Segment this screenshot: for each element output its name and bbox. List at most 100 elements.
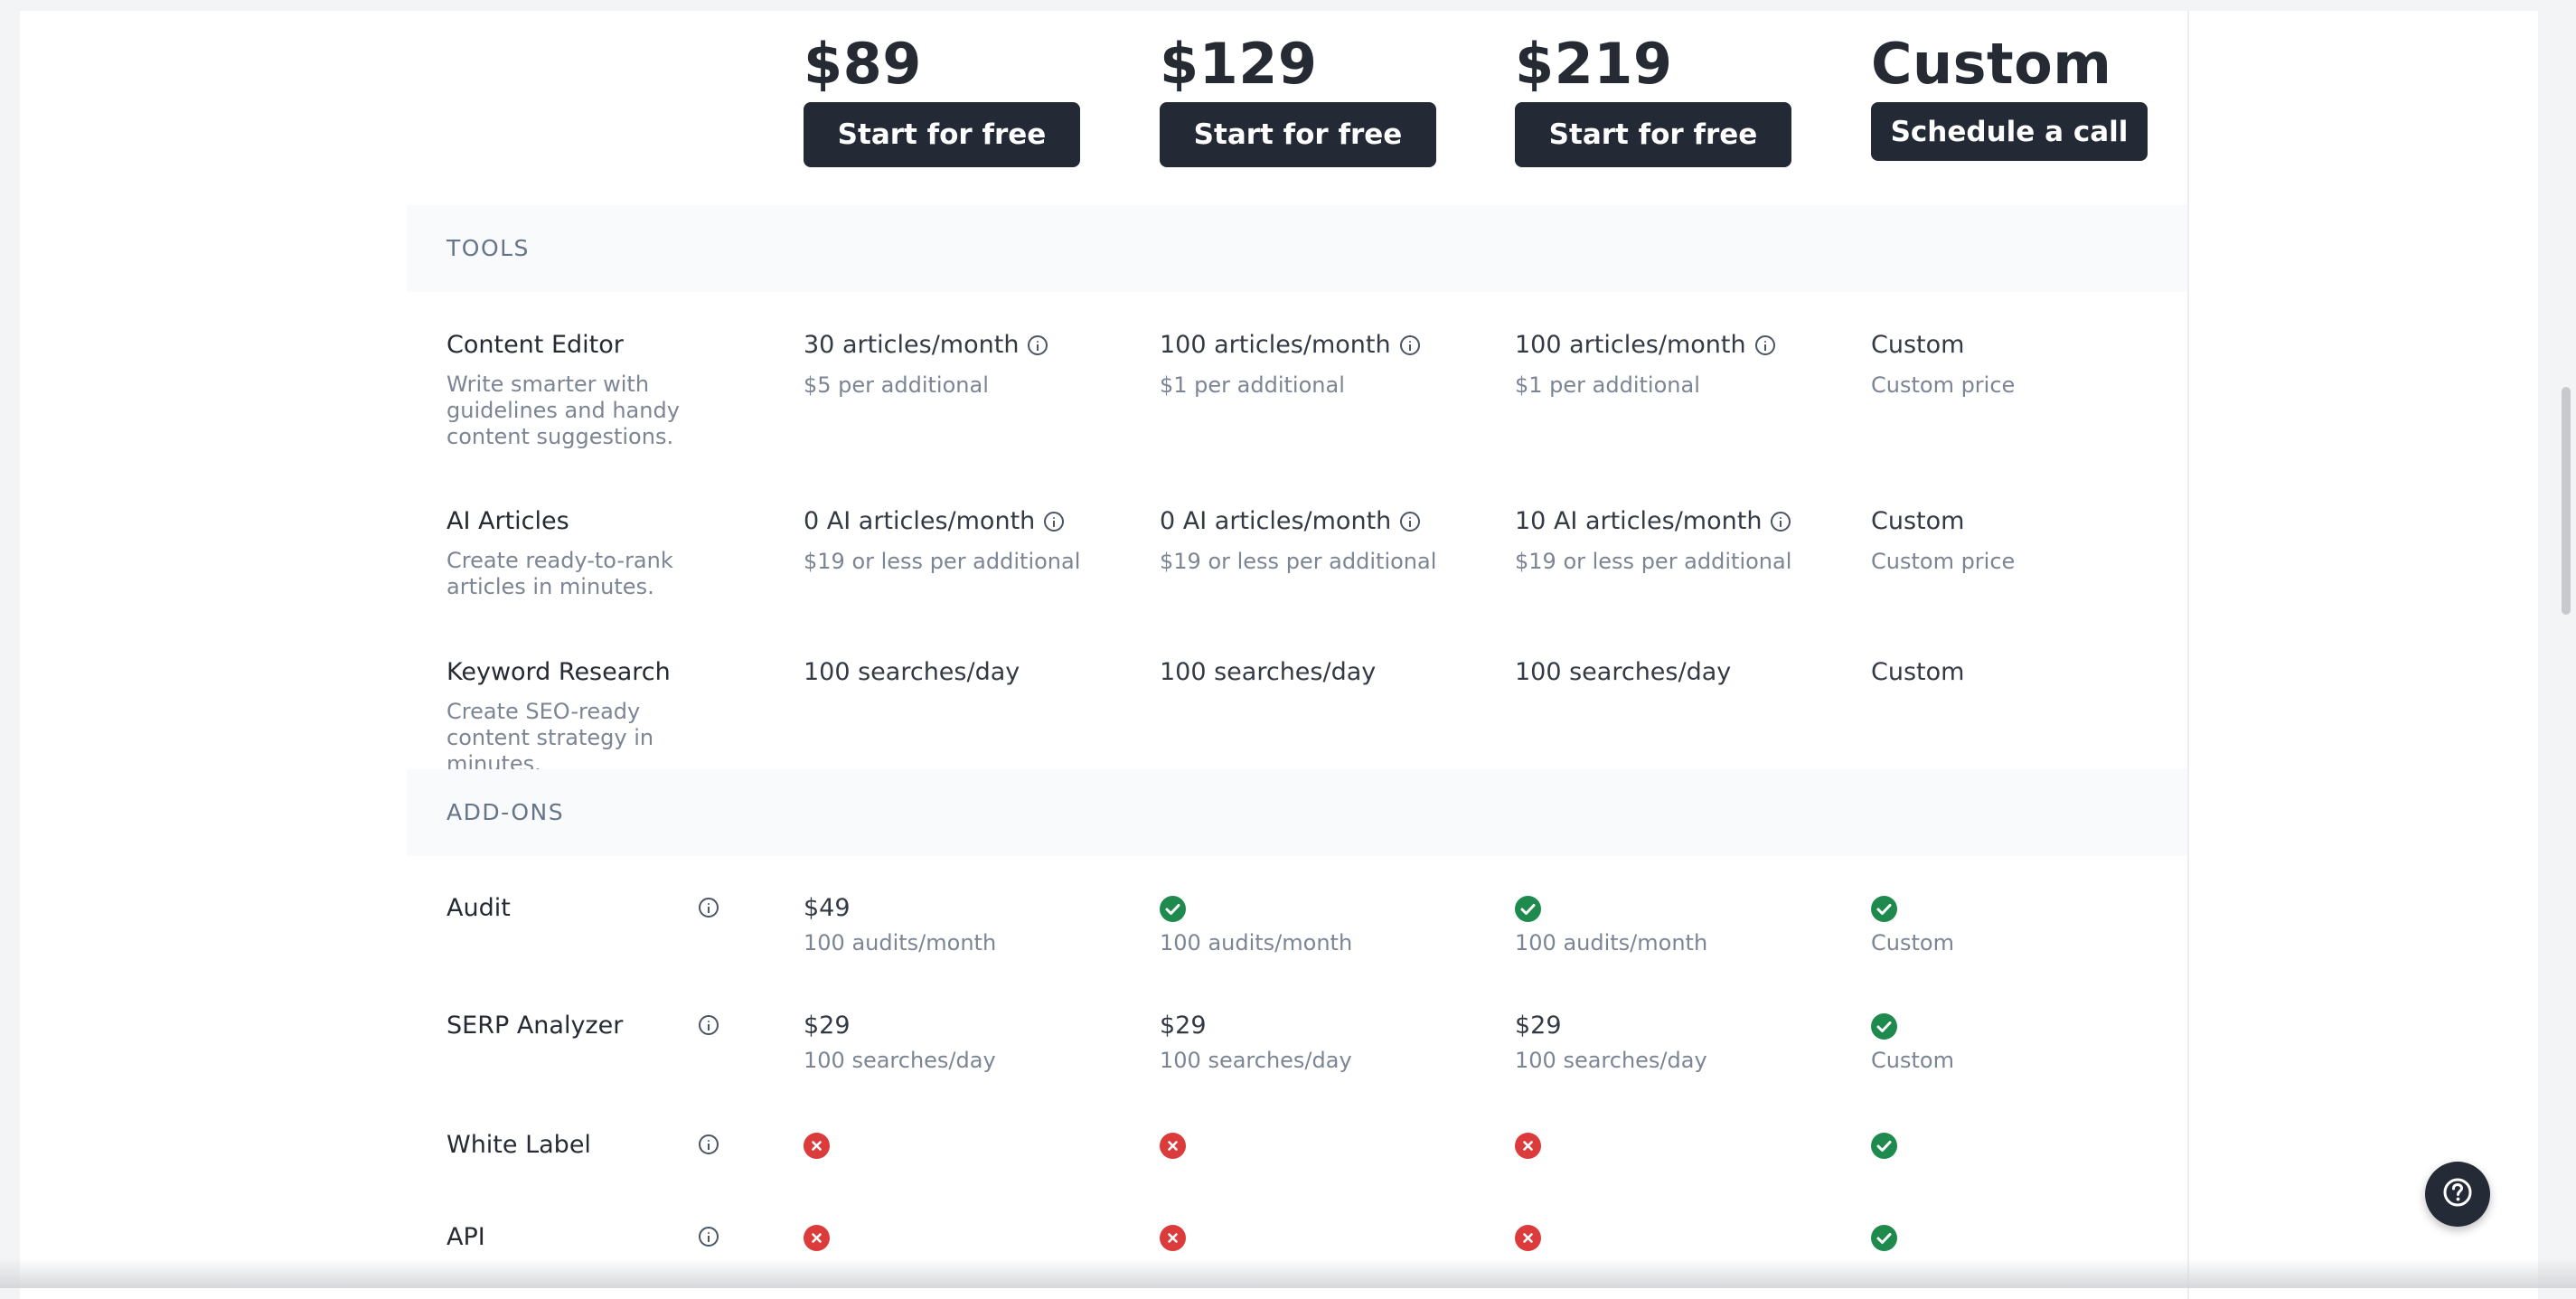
feature-description: Write smarter with guidelines and handy … [447,372,680,449]
addon-price: $49 [804,894,851,922]
plan-price: $219 [1515,31,1673,97]
plan-cell-value: 10 AI articles/month [1515,507,1791,535]
cell-subtext: Custom [1871,930,1954,955]
plan-cell-value: 0 AI articles/month [804,507,1065,535]
cell-value-text: 30 articles/month [804,331,1020,359]
info-icon[interactable] [699,1015,719,1035]
addon-price: $29 [1160,1012,1207,1040]
x-circle-icon [1515,1225,1541,1251]
cell-subtext: 100 searches/day [804,1048,996,1073]
section-title: ADD-ONS [447,799,565,825]
info-icon[interactable] [1400,511,1421,532]
addon-name: API [447,1223,485,1251]
check-circle-icon [1160,896,1186,922]
addon-row-serp-analyzer: SERP Analyzer $29 100 searches/day $29 1… [407,974,2187,1091]
pricing-comparison-table: $89 Start for free $129 Start for free $… [407,11,2189,1299]
feature-name: Content Editor [447,331,624,359]
cell-value-text: 10 AI articles/month [1515,507,1763,535]
cell-value-text: 100 articles/month [1160,331,1391,359]
cell-subtext: Custom price [1871,549,2016,574]
plan-header-row: $89 Start for free $129 Start for free $… [407,11,2187,205]
plan-cell-value: 30 articles/month [804,331,1048,359]
info-icon[interactable] [1028,334,1048,355]
plan-cell-value: 100 articles/month [1160,331,1420,359]
plan-cell-value: Custom [1871,658,1965,686]
check-circle-icon [1871,1133,1897,1159]
cell-subtext: $1 per additional [1160,372,1345,398]
plan-cell-value: 100 articles/month [1515,331,1775,359]
plan-price: $129 [1160,31,1318,97]
check-circle-icon [1515,896,1541,922]
plan-cell-value: Custom [1871,331,1964,359]
cell-subtext: $19 or less per additional [804,549,1081,574]
cell-subtext: 100 audits/month [804,930,997,955]
cell-subtext: $19 or less per additional [1515,549,1792,574]
check-circle-icon [1871,896,1897,922]
section-header-addons: ADD-ONS [407,769,2187,856]
info-icon[interactable] [1771,511,1791,532]
x-circle-icon [1515,1133,1541,1159]
plan-cell-value: 100 searches/day [1160,658,1377,686]
scrollbar-thumb[interactable] [2562,387,2571,615]
help-button[interactable] [2425,1162,2490,1227]
x-circle-icon [804,1225,830,1251]
cell-value-text: 100 articles/month [1515,331,1746,359]
plan-column-4: Custom Schedule a call [1871,11,2148,205]
schedule-call-button[interactable]: Schedule a call [1871,102,2148,161]
feature-name: AI Articles [447,507,569,535]
cell-value-text: Custom [1871,331,1965,359]
feature-description: Create ready-to-rank articles in minutes… [447,548,673,599]
feature-description: Create SEO-ready content strategy in min… [447,699,654,777]
cell-value-text: Custom [1871,507,1965,535]
feature-row-ai-articles: AI Articles Create ready-to-rank article… [407,468,2187,619]
cell-value-text: 0 AI articles/month [1160,507,1392,535]
cell-value-text: 0 AI articles/month [804,507,1036,535]
info-icon[interactable] [699,1227,719,1247]
cell-subtext: $19 or less per additional [1160,549,1437,574]
plan-column-3: $219 Start for free [1515,11,1791,205]
addon-row-api: API [407,1183,2187,1275]
section-header-tools: TOOLS [407,205,2187,292]
check-circle-icon [1871,1013,1897,1040]
addon-price: $29 [804,1012,851,1040]
cell-subtext: Custom [1871,1048,1954,1073]
info-icon[interactable] [1754,334,1775,355]
bottom-fade [0,1258,2576,1288]
addon-row-white-label: White Label [407,1091,2187,1183]
x-circle-icon [1160,1133,1186,1159]
start-for-free-button[interactable]: Start for free [804,102,1080,167]
question-mark-icon [2442,1177,2473,1211]
check-circle-icon [1871,1225,1897,1251]
x-circle-icon [1160,1225,1186,1251]
info-icon[interactable] [699,898,719,918]
cell-subtext: Custom price [1871,372,2016,398]
feature-row-keyword-research: Keyword Research Create SEO-ready conten… [407,619,2187,777]
plan-column-2: $129 Start for free [1160,11,1436,205]
cell-subtext: 100 searches/day [1160,1048,1352,1073]
info-icon[interactable] [1399,334,1420,355]
cell-subtext: 100 searches/day [1515,1048,1707,1073]
start-for-free-button[interactable]: Start for free [1515,102,1791,167]
cell-subtext: 100 audits/month [1515,930,1708,955]
plan-cell-value: Custom [1871,507,1964,535]
plan-price: $89 [804,31,922,97]
page-background: $89 Start for free $129 Start for free $… [20,11,2538,1299]
info-icon[interactable] [699,1134,719,1154]
addon-name: White Label [447,1131,591,1159]
plan-cell-value: 100 searches/day [1515,658,1732,686]
cell-subtext: $5 per additional [804,372,989,398]
plan-cell-value: 0 AI articles/month [1160,507,1421,535]
plan-cell-value: 100 searches/day [804,658,1020,686]
feature-row-content-editor: Content Editor Write smarter with guidel… [407,292,2187,468]
addon-name: Audit [447,894,511,922]
addon-row-audit: Audit $49 100 audits/month 100 audits/mo… [407,856,2187,974]
cell-subtext: $1 per additional [1515,372,1700,398]
start-for-free-button[interactable]: Start for free [1160,102,1436,167]
cell-subtext: 100 audits/month [1160,930,1353,955]
section-title: TOOLS [447,235,530,261]
plan-price: Custom [1871,31,2112,97]
x-circle-icon [804,1133,830,1159]
addon-name: SERP Analyzer [447,1012,624,1040]
feature-name: Keyword Research [447,658,671,686]
info-icon[interactable] [1044,511,1065,532]
